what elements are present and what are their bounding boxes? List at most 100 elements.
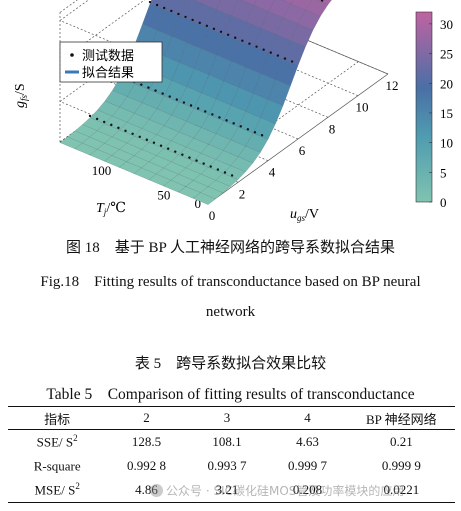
z-tick-label: 0	[195, 196, 202, 211]
table-cell: 4.63	[296, 434, 319, 449]
x-tick-label: 8	[329, 121, 336, 136]
x-tick-label: 10	[356, 100, 369, 115]
colorbar-tick-label: 30	[440, 17, 453, 32]
x-tick-label: 12	[386, 78, 399, 93]
test-data-point	[276, 54, 280, 57]
y-tick-label: 100	[92, 163, 112, 178]
legend-points-marker	[70, 53, 74, 57]
test-data-point	[155, 3, 159, 7]
table-cell: 108.1	[212, 434, 242, 449]
test-data-point	[117, 126, 120, 130]
x-tick-label: 2	[239, 186, 246, 201]
test-data-point	[159, 144, 163, 147]
table-cell: 3.21	[215, 482, 239, 497]
test-data-point	[174, 150, 177, 153]
fit-surface	[59, 0, 332, 205]
test-data-point	[184, 15, 187, 19]
test-data-point	[241, 39, 244, 42]
z-gridline	[59, 0, 146, 62]
table-title-cn: 表 5 跨导系数拟合效果比较	[134, 356, 327, 372]
y-tick-label: 50	[157, 188, 170, 203]
row-metric: R-square	[33, 458, 81, 474]
test-data-point	[198, 21, 201, 25]
table-cell: 0.0221	[383, 482, 420, 497]
surface-patch	[316, 0, 332, 5]
test-data-point	[170, 9, 173, 13]
test-data-point	[163, 6, 166, 10]
y-axis-label: Tj/℃	[96, 201, 126, 217]
surface-patch	[216, 0, 239, 16]
table-cell: 4.86	[135, 482, 158, 497]
test-data-point	[239, 125, 242, 128]
test-data-point	[177, 12, 180, 16]
test-data-point	[188, 156, 191, 159]
legend-box	[59, 41, 163, 83]
test-data-point	[196, 107, 200, 110]
test-data-point	[211, 113, 214, 116]
test-data-point	[246, 128, 250, 131]
test-data-point	[88, 114, 92, 118]
colorbar-tick-label: 20	[440, 76, 453, 91]
test-data-point	[226, 33, 230, 36]
test-data-point	[234, 36, 237, 39]
header-order-2: 2	[143, 410, 150, 425]
test-data-point	[218, 116, 221, 119]
test-data-point	[110, 123, 113, 127]
svg-text:gfs/S: gfs/S	[13, 83, 29, 108]
surface-patch	[281, 0, 294, 4]
test-data-point	[131, 132, 134, 136]
test-data-point	[124, 129, 127, 133]
table-cell: 0.999 7	[287, 458, 327, 473]
test-data-point	[166, 147, 170, 150]
test-data-point	[147, 86, 150, 89]
test-data-point	[230, 174, 234, 177]
test-data-point	[216, 168, 220, 171]
header-order-4: 4	[304, 410, 311, 425]
test-data-point	[95, 117, 99, 121]
test-data-point	[168, 95, 171, 98]
test-data-point	[181, 153, 184, 156]
test-data-point	[175, 98, 179, 101]
test-data-point	[255, 45, 258, 48]
colorbar-tick-label: 0	[440, 195, 447, 210]
surface-patch	[164, 0, 187, 17]
wechat-icon	[150, 484, 163, 497]
colorbar-tick-label: 10	[440, 136, 453, 151]
test-data-point	[140, 83, 143, 86]
watermark: 公众号 · SIC碳化硅MOS管及功率模块的应用	[150, 482, 404, 499]
test-data-point	[283, 57, 287, 60]
test-data-point	[248, 42, 251, 45]
x-tick-label: 4	[269, 165, 276, 180]
test-data-point	[202, 162, 205, 165]
test-data-point	[161, 92, 164, 95]
table-header-row: 指标 2 3 4 BP 神经网络	[8, 406, 455, 430]
surface-patch	[193, 0, 204, 4]
table-cell: 0.208	[292, 482, 323, 497]
legend-fit-label: 拟合结果	[82, 65, 134, 80]
test-data-point	[148, 0, 152, 4]
header-order-3: 3	[223, 410, 231, 425]
test-data-point	[195, 159, 198, 162]
colorbar-tick-label: 15	[440, 106, 453, 121]
figure-caption-en-line1: Fig.18 Fitting results of transconductan…	[40, 274, 421, 290]
surface-patch	[253, 0, 275, 12]
svg-text:ugs/V: ugs/V	[290, 207, 319, 223]
test-data-point	[204, 110, 207, 113]
legend: 测试数据 拟合结果	[59, 41, 163, 83]
test-data-point	[290, 60, 294, 63]
table-cell: 128.5	[131, 434, 162, 449]
x-tick-label: 0	[209, 208, 216, 223]
test-data-point	[219, 30, 223, 33]
test-data-point	[320, 0, 324, 2]
surface-patch	[240, 0, 257, 6]
results-table: 指标 2 3 4 BP 神经网络 SSE/ S2 128.5 108.1 4.6…	[8, 406, 455, 503]
test-data-point	[138, 135, 141, 138]
test-data-point	[152, 141, 156, 144]
test-data-point	[154, 89, 157, 92]
header-bp-network: BP 神经网络	[366, 411, 437, 427]
figure-caption-en-line2: network	[205, 304, 256, 320]
table-row: R-square 0.992 8 0.993 7 0.999 7 0.999 9	[8, 454, 455, 478]
test-data-point	[269, 51, 272, 54]
test-data-point	[262, 48, 265, 51]
table-cell: 0.21	[389, 434, 413, 449]
